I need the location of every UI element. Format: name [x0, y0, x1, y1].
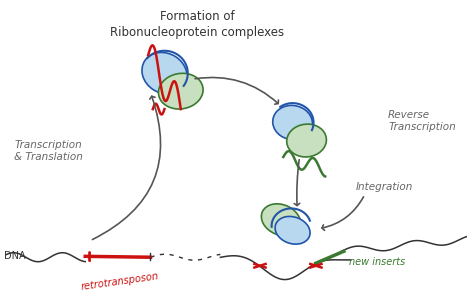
Text: Integration: Integration — [356, 182, 413, 192]
Ellipse shape — [275, 217, 310, 244]
Text: new inserts: new inserts — [348, 257, 405, 267]
Text: DNA: DNA — [4, 251, 25, 261]
Ellipse shape — [273, 105, 312, 140]
Ellipse shape — [142, 53, 187, 94]
Ellipse shape — [261, 204, 301, 236]
Text: retrotransposon: retrotransposon — [81, 271, 160, 292]
Ellipse shape — [158, 73, 203, 109]
Text: Reverse
Transcription: Reverse Transcription — [388, 110, 456, 132]
Text: Transcription
& Translation: Transcription & Translation — [14, 140, 82, 162]
Text: Formation of
Ribonucleoprotein complexes: Formation of Ribonucleoprotein complexes — [110, 10, 284, 39]
Ellipse shape — [287, 124, 327, 157]
